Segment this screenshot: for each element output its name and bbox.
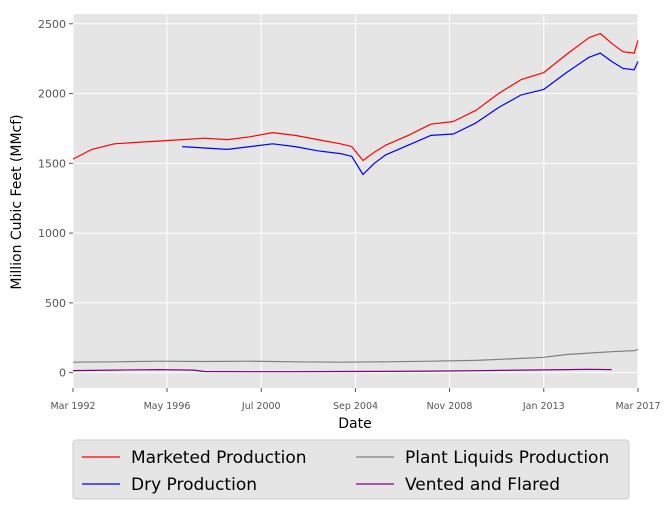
x-tick-label: Jan 2013: [522, 401, 565, 412]
y-tick-label: 0: [59, 367, 66, 380]
x-tick-label: Mar 2017: [615, 401, 660, 412]
legend-label: Marketed Production: [131, 448, 307, 468]
grid-lines: [72, 14, 639, 388]
series-lines: [72, 32, 639, 373]
series-line-dry-production: [182, 52, 639, 176]
legend-label: Plant Liquids Production: [405, 448, 609, 468]
legend: Marketed Production Dry Production Plant L…: [72, 439, 630, 500]
x-tick-label: Jul 2000: [241, 401, 281, 412]
legend-label: Vented and Flared: [405, 475, 560, 495]
x-axis-label: Date: [338, 416, 371, 432]
y-axis-ticks: 0 500 1000 1500 2000 2500: [38, 18, 73, 380]
x-tick-label: Sep 2004: [333, 401, 378, 412]
series-line-vented-and-flared: [72, 368, 612, 373]
x-tick-label: May 1996: [144, 401, 191, 412]
y-tick-label: 2500: [38, 18, 66, 31]
y-axis-label: Million Cubic Feet (MMcf): [9, 114, 25, 289]
series-line-plant-liquids-production: [72, 349, 639, 363]
x-tick-label: Nov 2008: [427, 401, 473, 412]
y-tick-label: 1500: [38, 157, 66, 170]
x-axis-ticks: Mar 1992 May 1996 Jul 2000 Sep 2004 Nov 2008…: [50, 388, 661, 412]
legend-box: [72, 439, 630, 500]
y-tick-label: 1000: [38, 227, 66, 240]
x-tick-label: Mar 1992: [50, 401, 95, 412]
y-tick-label: 2000: [38, 88, 66, 101]
y-tick-label: 500: [45, 297, 66, 310]
series-line-marketed-production: [72, 32, 639, 162]
legend-label: Dry Production: [131, 475, 257, 495]
